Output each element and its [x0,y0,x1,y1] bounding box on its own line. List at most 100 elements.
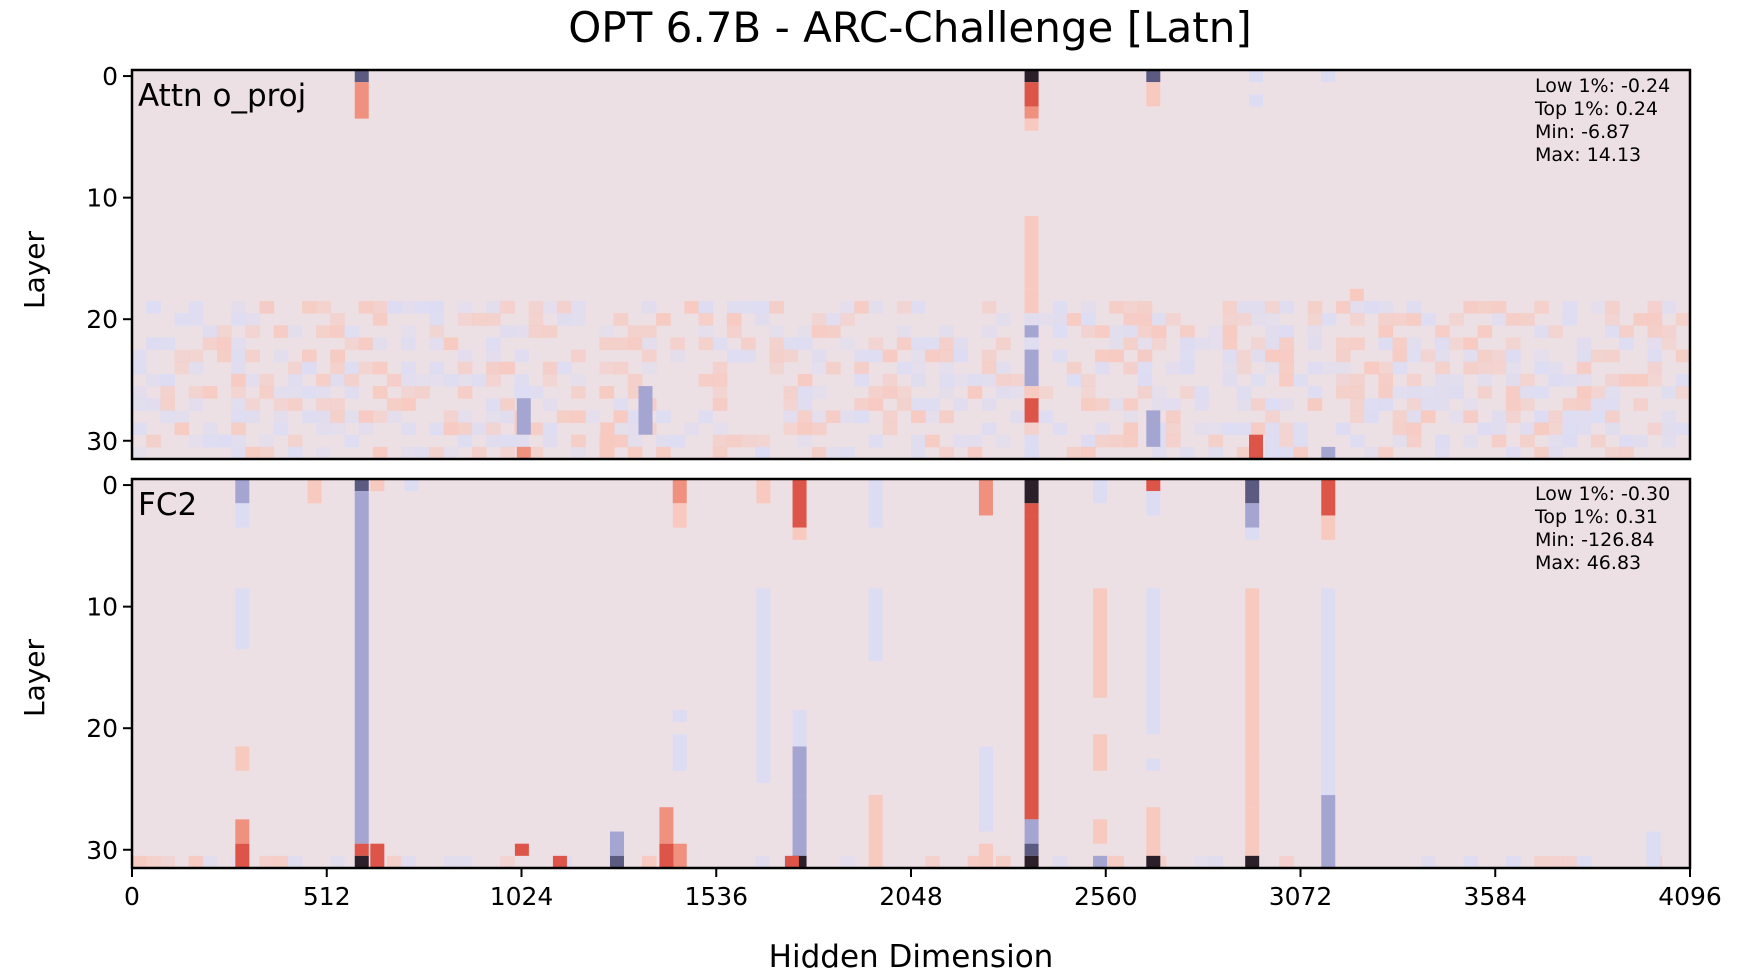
heatmap-cell [1590,410,1606,424]
heatmap-cell [854,300,870,314]
heatmap-cell [401,373,416,387]
heatmap-cell [287,855,303,869]
heatmap-cell [344,337,360,351]
heatmap-cell [316,386,331,399]
heatmap-cell [457,361,473,375]
heatmap-cell [174,410,190,424]
heatmap-cell [1080,325,1096,338]
heatmap-cell [896,398,912,411]
heatmap-column-segment [235,503,250,528]
heatmap-cell [981,361,997,375]
heatmap-cell [1505,361,1521,375]
stat-top-attn-o-proj: Top 1%: 0.24 [1534,98,1658,120]
heatmap-cell [316,398,331,411]
heatmap-column-segment [1024,349,1039,387]
heatmap-column-segment [1321,446,1336,459]
heatmap-cell [528,300,544,314]
heatmap-cell [1293,373,1309,387]
heatmap-cell [1562,434,1578,448]
heatmap-cell [1633,434,1649,448]
heatmap-cell [386,855,402,869]
heatmap-cell [1279,422,1294,436]
heatmap-cell [1378,398,1394,411]
heatmap-cell [146,337,161,351]
heatmap-cell [1505,855,1521,869]
heatmap-cell [967,446,983,460]
heatmap-column-segment [672,479,687,504]
heatmap-column-segment [784,855,799,868]
heatmap-cell [641,349,657,363]
heatmap-cell [443,410,459,424]
heatmap-cell [741,337,756,351]
heatmap-cell [330,325,345,338]
heatmap-cell [1477,373,1493,387]
heatmap-cell [1463,855,1479,869]
heatmap-cell [995,855,1011,869]
heatmap-cell [1335,337,1351,351]
heatmap-cell [1619,337,1634,351]
heatmap-column-segment [792,831,807,856]
heatmap-cell [160,398,175,411]
heatmap-cell [613,313,629,326]
heatmap-cell [1420,410,1436,424]
heatmap-cell [386,410,402,424]
heatmap-cell [1364,361,1379,375]
heatmap-cell [1378,313,1394,326]
heatmap-column-segment [1024,515,1039,820]
heatmap-cell [1222,337,1238,351]
heatmap-column-segment [600,422,615,459]
heatmap-cell [1520,386,1535,399]
heatmap-cell [287,325,303,338]
heatmap-cell [1406,337,1422,351]
heatmap-cell [401,386,416,399]
heatmap-cell [1619,325,1634,338]
heatmap-cell [146,398,161,411]
heatmap-cell [1095,434,1110,448]
heatmap-cell [811,361,827,375]
heatmap-cell [726,349,742,363]
heatmap-cell [1335,300,1351,314]
heatmap-cell [911,410,926,424]
heatmap-cell [259,373,275,387]
heatmap-cell [330,349,345,363]
heatmap-cell [188,349,204,363]
heatmap-cell [1137,349,1153,363]
heatmap-cell [1236,349,1252,363]
heatmap-cell [1534,349,1549,363]
heatmap-cell [188,855,204,869]
heatmap-cell [132,446,147,460]
heatmap-cell [1151,313,1167,326]
heatmap-cell [1548,373,1564,387]
heatmap-cell [1406,386,1422,399]
heatmap-cell [1222,300,1238,314]
heatmap-cell [486,313,501,326]
heatmap-cell [896,325,912,338]
heatmap-cell [1647,373,1663,387]
x-tick-label: 512 [303,882,351,911]
heatmap-cell [571,410,586,424]
heatmap-cell [1378,300,1394,314]
heatmap-column-segment [1248,434,1263,459]
heatmap-cell [1449,410,1464,424]
heatmap-cell [712,361,728,375]
heatmap-cell [528,313,544,326]
heatmap-cell [1151,386,1167,399]
heatmap-cell [528,422,544,436]
heatmap-cell [1435,337,1450,351]
heatmap-cell [599,386,615,399]
heatmap-cell [1463,361,1479,375]
heatmap-cell [514,325,530,338]
heatmap-cell [1534,446,1549,460]
heatmap-cell [174,361,190,375]
heatmap-cell [401,325,416,338]
heatmap-cell [372,313,388,326]
heatmap-cell [698,325,714,338]
heatmap-cell [486,422,501,436]
heatmap-cell [1208,855,1224,869]
heatmap-cell [698,300,714,314]
heatmap-column-segment [792,479,807,528]
heatmap-cell [1307,325,1323,338]
heatmap-cell [1194,386,1209,399]
